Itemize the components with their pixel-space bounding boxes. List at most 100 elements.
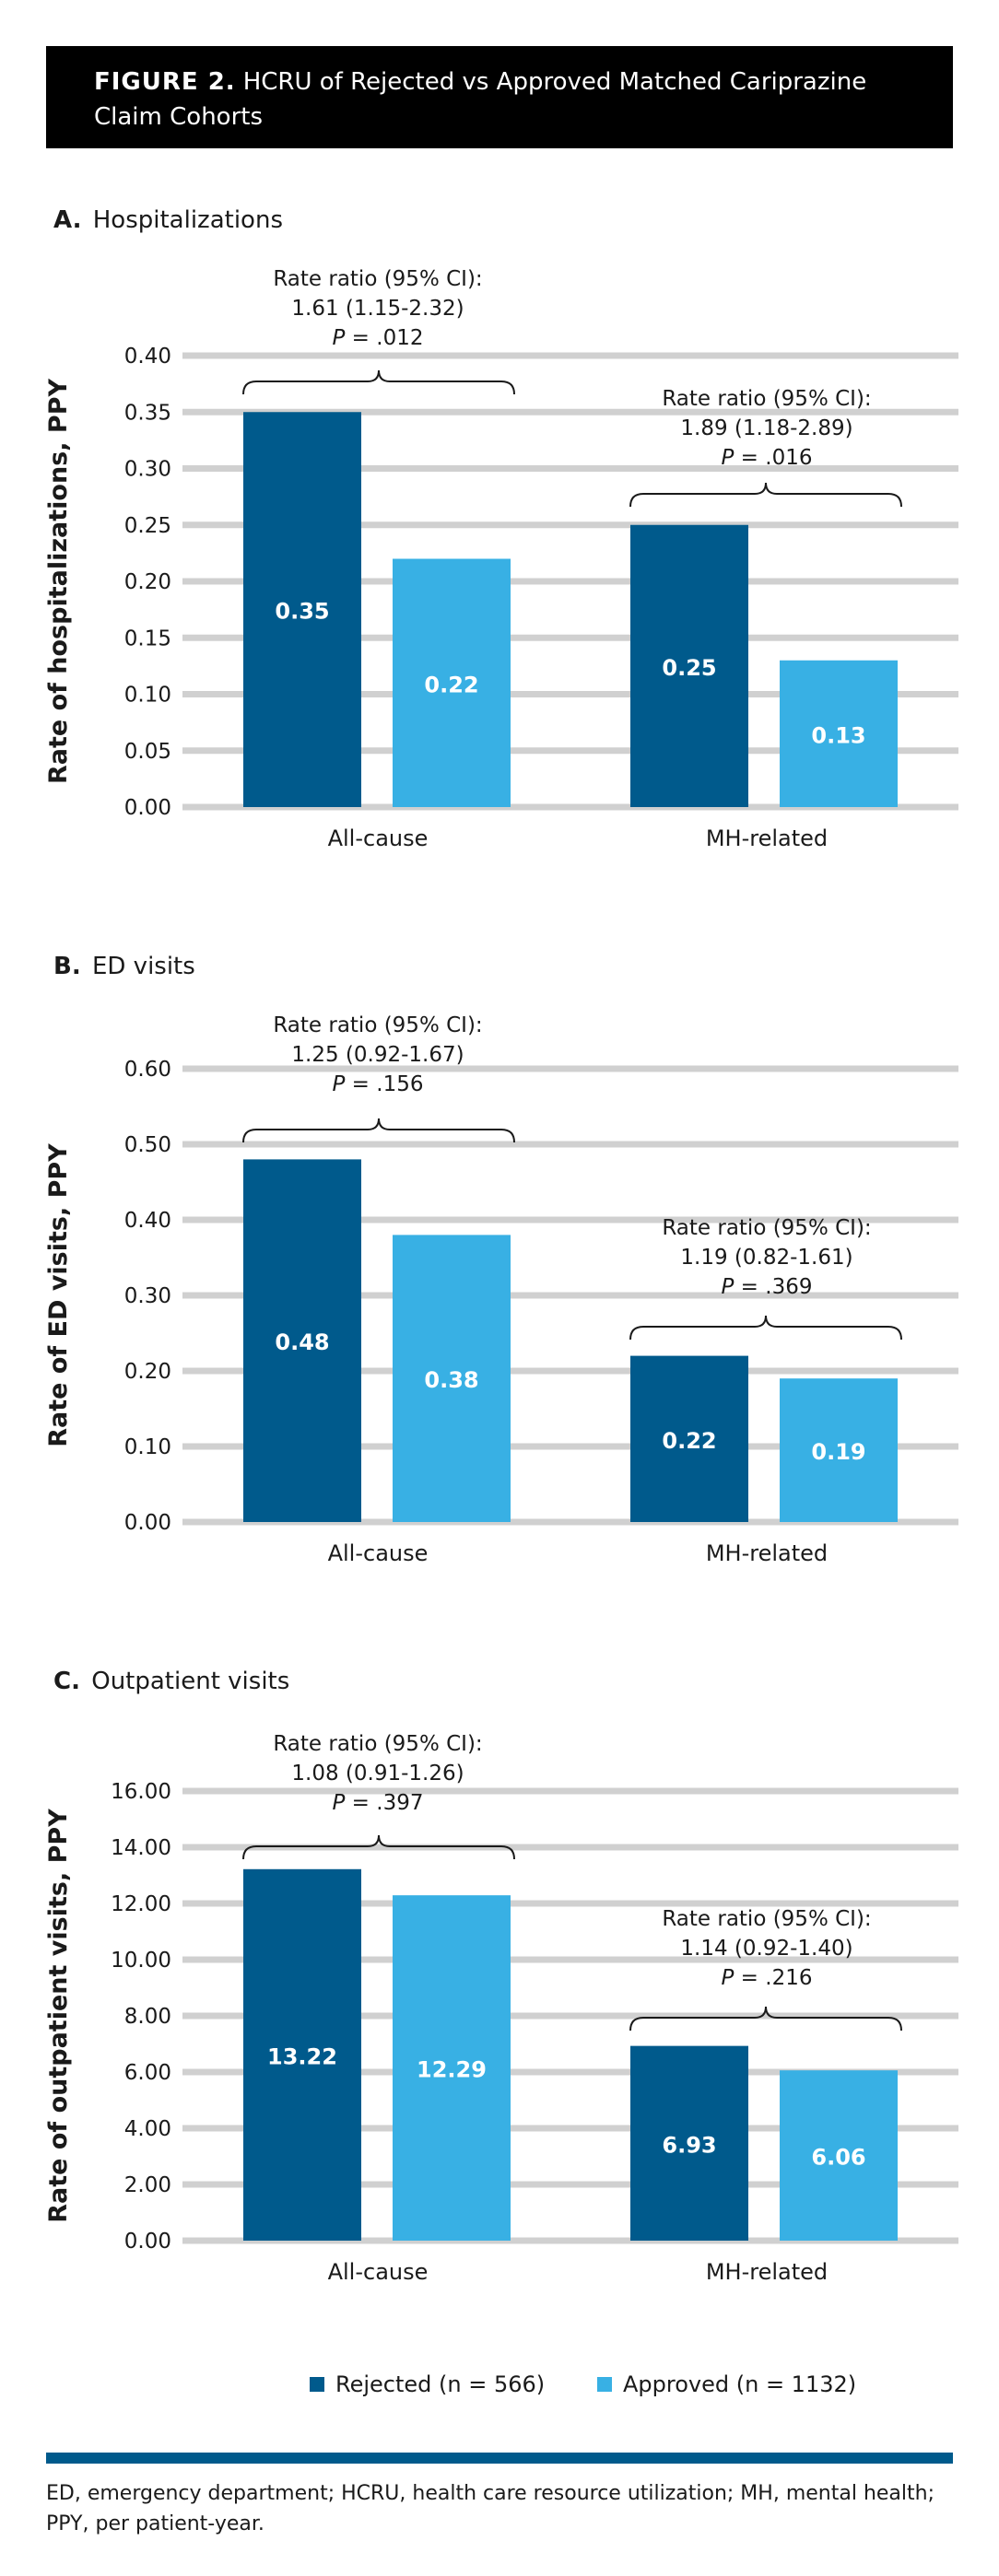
y-axis-label: Rate of outpatient visits, PPY xyxy=(44,1809,73,2223)
footnote: ED, emergency department; HCRU, health c… xyxy=(46,2482,934,2535)
x-category-label: MH-related xyxy=(706,1540,828,1566)
x-category-label: All-cause xyxy=(328,825,429,851)
y-axis-label: Rate of hospitalizations, PPY xyxy=(44,378,73,784)
bar-value-label: 0.22 xyxy=(662,1428,716,1454)
p-value: P = .156 xyxy=(333,1072,424,1096)
bar-value-label: 6.06 xyxy=(811,2145,865,2171)
p-value: P = .397 xyxy=(333,1791,424,1815)
y-tick-label: 0.35 xyxy=(124,401,171,425)
y-tick-label: 12.00 xyxy=(111,1892,171,1916)
x-category-label: MH-related xyxy=(706,2259,828,2285)
y-tick-label: 16.00 xyxy=(111,1780,171,1804)
panel-a-title: A. Hospitalizations xyxy=(53,206,283,234)
comparison-brace xyxy=(629,2006,902,2032)
bar-rejected xyxy=(243,1868,361,2241)
rate-ratio-value: 1.19 (0.82-1.61) xyxy=(680,1246,852,1270)
y-tick-label: 0.30 xyxy=(124,458,171,482)
y-tick-label: 10.00 xyxy=(111,1949,171,1973)
p-value: P = .016 xyxy=(722,446,813,470)
bar-value-label: 0.35 xyxy=(275,599,329,625)
bar-approved xyxy=(393,1895,511,2241)
bar-value-label: 13.22 xyxy=(267,2043,337,2069)
bar-value-label: 0.13 xyxy=(811,722,865,748)
panel-a-letter: A. xyxy=(53,206,82,234)
rate-ratio-label: Rate ratio (95% CI): xyxy=(662,1216,871,1240)
y-tick-label: 0.00 xyxy=(124,2230,171,2254)
y-tick-label: 14.00 xyxy=(111,1836,171,1860)
rate-ratio-label: Rate ratio (95% CI): xyxy=(273,267,482,291)
chart-legend: Rejected (n = 566) Approved (n = 1132) xyxy=(0,2371,999,2405)
rate-ratio-label: Rate ratio (95% CI): xyxy=(662,1907,871,1931)
comparison-brace xyxy=(629,482,902,508)
bar-value-label: 12.29 xyxy=(417,2057,487,2083)
bar-rejected xyxy=(243,412,361,807)
rate-ratio-label: Rate ratio (95% CI): xyxy=(662,387,871,411)
rate-ratio-value: 1.25 (0.92-1.67) xyxy=(291,1043,464,1067)
y-tick-label: 0.15 xyxy=(124,626,171,650)
rate-ratio-value: 1.61 (1.15-2.32) xyxy=(291,297,464,321)
rate-ratio-value: 1.08 (0.91-1.26) xyxy=(291,1762,464,1786)
bar-value-label: 0.22 xyxy=(424,672,478,697)
y-tick-label: 0.00 xyxy=(124,1511,171,1535)
bar-value-label: 0.38 xyxy=(424,1367,478,1393)
comparison-brace xyxy=(242,369,515,395)
p-value: P = .216 xyxy=(722,1966,813,1990)
y-tick-label: 0.60 xyxy=(124,1058,171,1082)
legend-item-approved: Approved (n = 1132) xyxy=(597,2371,856,2397)
bar-rejected xyxy=(630,1355,748,1522)
bar-approved xyxy=(780,1378,898,1522)
y-tick-label: 0.50 xyxy=(124,1133,171,1157)
comparison-brace xyxy=(242,1118,515,1143)
y-tick-label: 0.10 xyxy=(124,684,171,708)
legend-label-rejected: Rejected (n = 566) xyxy=(335,2371,546,2397)
panel-c-letter: C. xyxy=(53,1668,80,1695)
bar-approved xyxy=(780,660,898,807)
x-category-label: All-cause xyxy=(328,1540,429,1566)
p-value: P = .369 xyxy=(722,1275,813,1299)
legend-label-approved: Approved (n = 1132) xyxy=(623,2371,857,2397)
bar-value-label: 0.19 xyxy=(811,1439,865,1465)
bar-value-label: 0.25 xyxy=(662,655,716,681)
bar-approved xyxy=(393,558,511,807)
footer-bar xyxy=(46,2453,953,2464)
y-tick-label: 0.10 xyxy=(124,1435,171,1459)
y-tick-label: 6.00 xyxy=(124,2061,171,2085)
panel-c-title-text: Outpatient visits xyxy=(91,1668,290,1695)
y-tick-label: 0.25 xyxy=(124,514,171,538)
y-tick-label: 4.00 xyxy=(124,2117,171,2141)
rate-ratio-label: Rate ratio (95% CI): xyxy=(273,1013,482,1037)
x-category-label: All-cause xyxy=(328,2259,429,2285)
x-category-label: MH-related xyxy=(706,825,828,851)
y-tick-label: 0.00 xyxy=(124,796,171,820)
rate-ratio-label: Rate ratio (95% CI): xyxy=(273,1732,482,1756)
panel-c-title: C. Outpatient visits xyxy=(53,1668,289,1695)
p-value: P = .012 xyxy=(333,326,424,350)
figure-title-box: FIGURE 2. HCRU of Rejected vs Approved Ma… xyxy=(46,46,953,148)
figure-title: HCRU of Rejected vs Approved Matched Car… xyxy=(94,68,867,131)
legend-swatch-approved xyxy=(597,2377,612,2392)
bar-value-label: 0.48 xyxy=(275,1329,329,1355)
y-tick-label: 0.40 xyxy=(124,345,171,369)
panel-b-title: B. ED visits xyxy=(53,953,195,980)
panel-a-title-text: Hospitalizations xyxy=(92,206,283,234)
y-tick-label: 2.00 xyxy=(124,2173,171,2197)
bar-value-label: 6.93 xyxy=(662,2132,716,2158)
y-tick-label: 0.05 xyxy=(124,740,171,764)
legend-swatch-rejected xyxy=(310,2377,324,2392)
bar-rejected xyxy=(630,2045,748,2241)
bar-rejected xyxy=(243,1159,361,1522)
rate-ratio-value: 1.14 (0.92-1.40) xyxy=(680,1937,852,1961)
y-axis-label: Rate of ED visits, PPY xyxy=(44,1143,73,1447)
legend-item-rejected: Rejected (n = 566) xyxy=(310,2371,545,2397)
comparison-brace xyxy=(242,1834,515,1860)
bar-rejected xyxy=(630,524,748,807)
rate-ratio-value: 1.89 (1.18-2.89) xyxy=(680,416,852,440)
y-tick-label: 0.40 xyxy=(124,1209,171,1233)
figure-label: FIGURE 2. xyxy=(94,68,236,96)
comparison-brace xyxy=(629,1315,902,1341)
panel-b-letter: B. xyxy=(53,953,81,980)
y-tick-label: 0.30 xyxy=(124,1284,171,1308)
